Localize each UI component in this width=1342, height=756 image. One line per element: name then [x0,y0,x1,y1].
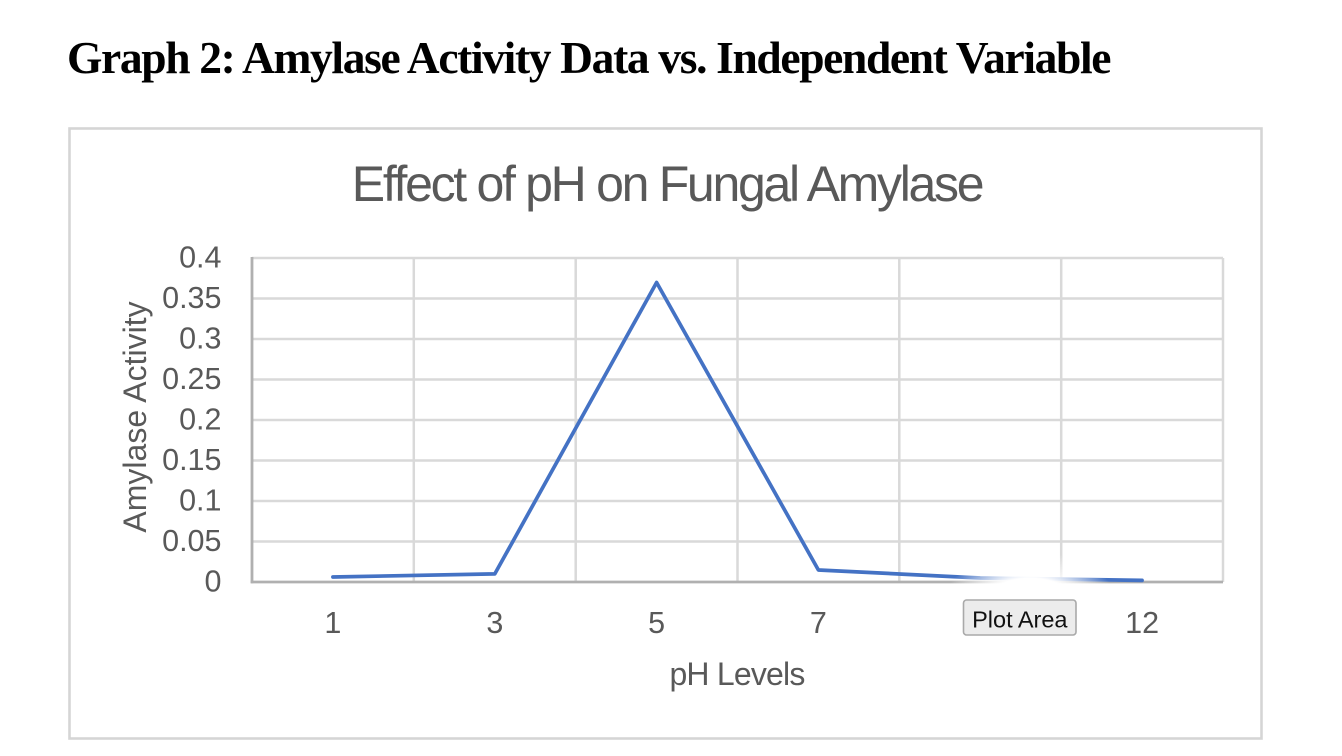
svg-text:12: 12 [1125,606,1159,640]
svg-text:Plot Area: Plot Area [972,607,1068,633]
svg-text:1: 1 [324,606,341,640]
svg-text:Graph 2: Amylase Activity Data: Graph 2: Amylase Activity Data vs. Indep… [67,32,1111,83]
svg-text:5: 5 [648,606,665,640]
svg-text:0.25: 0.25 [162,362,221,396]
svg-text:7: 7 [810,606,827,640]
svg-text:0.2: 0.2 [179,403,221,437]
svg-text:0.3: 0.3 [179,322,221,356]
svg-text:0.1: 0.1 [179,484,221,518]
svg-text:0.05: 0.05 [162,524,221,558]
svg-text:pH Levels: pH Levels [669,656,804,692]
svg-text:0: 0 [205,565,222,599]
svg-text:Amylase Activity: Amylase Activity [117,301,153,532]
svg-text:Effect of pH on Fungal Amylase: Effect of pH on Fungal Amylase [352,156,983,212]
svg-text:0.4: 0.4 [179,241,221,275]
svg-text:0.15: 0.15 [162,443,221,477]
svg-text:3: 3 [486,606,503,640]
svg-text:0.35: 0.35 [162,281,221,315]
